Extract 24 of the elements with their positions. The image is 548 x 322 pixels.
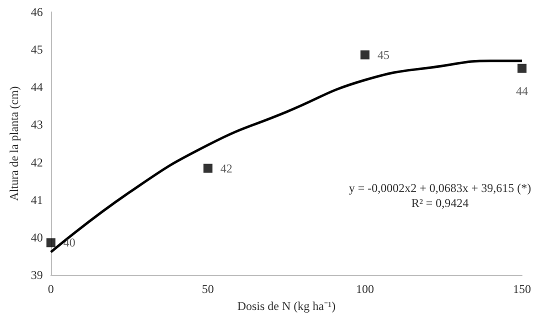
annotation: y = -0,0002x2 + 0,0683x + 39,615 (*) [348, 181, 532, 195]
y-axis-title: Altura de la planta (cm) [7, 86, 21, 201]
y-tick-label: 44 [30, 80, 43, 94]
point [518, 64, 526, 73]
data-label: 40 [63, 236, 76, 250]
data-label: 45 [377, 48, 390, 62]
y-tick-label: 45 [30, 42, 43, 57]
y-tick-label: 46 [30, 5, 43, 19]
y-tick-label: 40 [30, 230, 43, 244]
x-tick-label: 150 [513, 282, 531, 296]
point [46, 238, 56, 248]
annotation: R² = 0,9424 [411, 196, 469, 210]
x-tick-label: 100 [356, 282, 374, 296]
y-tick-label: 39 [30, 268, 43, 282]
y-tick-label: 41 [30, 192, 43, 207]
y-tick-label: 42 [30, 155, 43, 170]
point [360, 50, 370, 60]
x-tick-label: 50 [202, 282, 214, 296]
point [203, 164, 212, 173]
x-tick-label: 0 [48, 282, 54, 296]
x-axis-title: Dosis de N (kg ha⁻¹) [237, 298, 336, 313]
data-label: 42 [220, 161, 232, 176]
y-tick-label: 43 [30, 118, 43, 132]
data-label: 44 [516, 84, 528, 98]
